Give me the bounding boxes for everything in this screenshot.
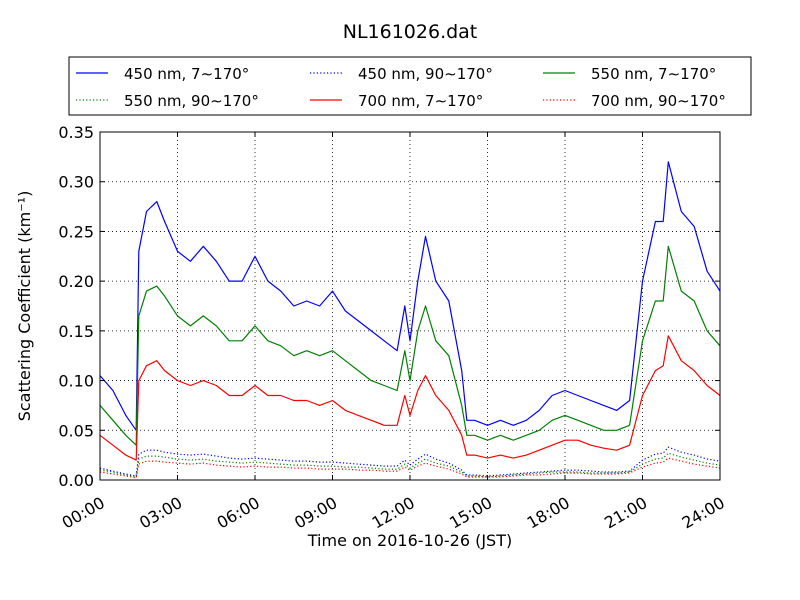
series-group — [99, 161, 721, 479]
legend-label: 450 nm, 90∼170° — [358, 65, 493, 83]
x-tick-label: 03:00 — [136, 493, 185, 533]
grid — [100, 132, 720, 480]
x-axis-label: Time on 2016-10-26 (JST) — [307, 531, 512, 550]
legend-label: 700 nm, 7∼170° — [358, 92, 483, 110]
legend-label: 550 nm, 7∼170° — [591, 65, 716, 83]
legend: 450 nm, 7∼170° 450 nm, 90∼170° 550 nm, 7∼1… — [68, 56, 752, 116]
legend-box — [68, 56, 752, 116]
series-line-5 — [99, 457, 721, 479]
legend-label: 450 nm, 7∼170° — [124, 65, 249, 83]
x-tick-label: 15:00 — [446, 493, 495, 533]
y-tick-label: 0.05 — [58, 421, 94, 440]
series-line-0 — [99, 161, 721, 431]
y-tick-label: 0.15 — [58, 322, 94, 341]
y-tick-label: 0.30 — [58, 173, 94, 192]
series-line-2 — [99, 245, 721, 446]
x-tick-label: 24:00 — [679, 493, 728, 533]
y-axis: 0.00 0.05 0.10 0.15 0.20 0.25 0.30 0.35 — [58, 123, 720, 490]
x-tick-label: 12:00 — [369, 493, 418, 533]
series-line-4 — [99, 335, 721, 461]
x-tick-label: 09:00 — [291, 493, 340, 533]
x-tick-label: 06:00 — [214, 493, 263, 533]
y-tick-label: 0.20 — [58, 272, 94, 291]
series-line-3 — [99, 452, 721, 478]
series-line-1 — [99, 446, 721, 477]
chart-title: NL161026.dat — [343, 21, 478, 43]
y-tick-label: 0.00 — [58, 471, 94, 490]
y-tick-label: 0.10 — [58, 372, 94, 391]
legend-label: 550 nm, 90∼170° — [124, 92, 259, 110]
x-tick-label: 00:00 — [59, 493, 108, 533]
y-tick-label: 0.25 — [58, 222, 94, 241]
y-axis-label: Scattering Coefficient (km⁻¹) — [15, 191, 34, 422]
legend-label: 700 nm, 90∼170° — [591, 92, 726, 110]
x-tick-label: 21:00 — [601, 493, 650, 533]
y-tick-label: 0.35 — [58, 123, 94, 142]
x-tick-label: 18:00 — [524, 493, 573, 533]
